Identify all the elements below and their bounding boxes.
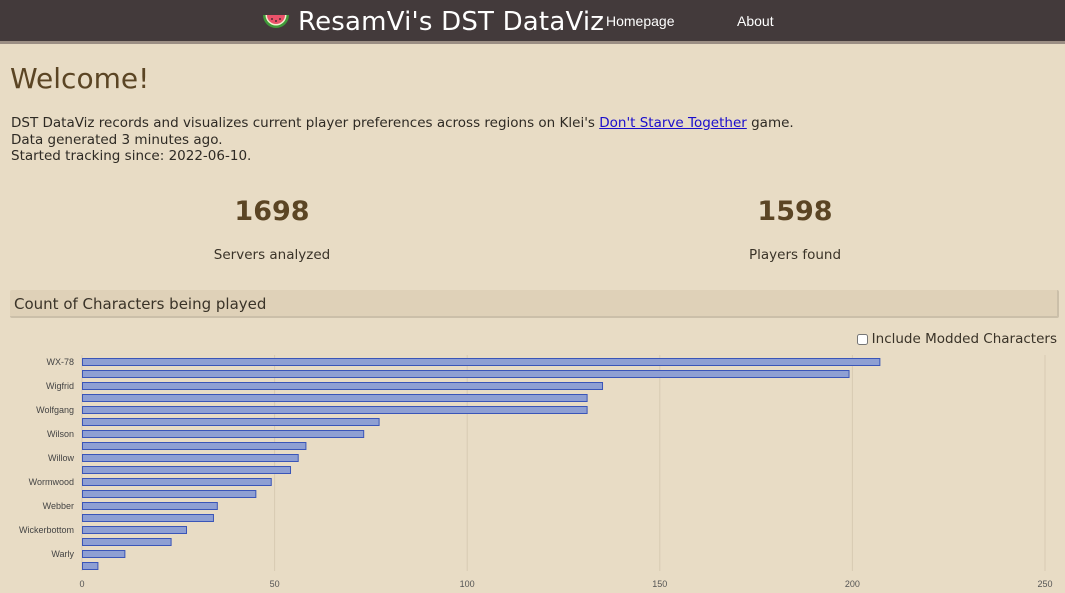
tracking-since-text: Started tracking since: 2022-06-10. [11, 148, 252, 164]
x-tick-label: 50 [270, 579, 280, 589]
bar [82, 466, 292, 474]
watermelon-icon [263, 15, 289, 28]
bar [82, 538, 172, 546]
players-count: 1598 [757, 196, 833, 227]
servers-label: Servers analyzed [213, 247, 331, 263]
y-tick-label: Webber [43, 501, 74, 511]
servers-count: 1698 [234, 196, 310, 227]
y-tick-label: Wormwood [29, 477, 74, 487]
dst-game-link[interactable]: Don't Starve Together [599, 115, 747, 131]
y-tick-label: Wilson [47, 429, 74, 439]
intro-text: DST DataViz records and visualizes curre… [11, 115, 794, 165]
bar [82, 502, 218, 510]
top-navbar: ResamVi's DST DataViz Homepage About [0, 0, 1065, 44]
x-tick-label: 0 [79, 579, 84, 589]
intro-text-part: DST DataViz records and visualizes curre… [11, 115, 600, 131]
bar [82, 490, 257, 498]
x-tick-label: 150 [652, 579, 667, 589]
y-tick-label: Wigfrid [46, 381, 74, 391]
data-generated-text: Data generated 3 minutes ago. [11, 131, 223, 148]
modded-characters-toggle[interactable]: Include Modded Characters [856, 331, 1057, 347]
bar [82, 370, 850, 378]
bar [82, 406, 588, 414]
x-tick-label: 100 [460, 579, 475, 589]
bar [82, 550, 126, 558]
bar [82, 442, 307, 450]
bar [82, 418, 380, 426]
bar [82, 454, 299, 462]
nav-about-link[interactable]: About [737, 13, 774, 29]
y-tick-label: Willow [48, 453, 74, 463]
bar [82, 358, 881, 366]
app-title: ResamVi's DST DataViz [298, 7, 605, 37]
bar [82, 526, 188, 534]
page-title: Welcome! [10, 62, 150, 95]
x-tick-label: 200 [845, 579, 860, 589]
intro-text-part: game. [746, 115, 794, 131]
brand[interactable]: ResamVi's DST DataViz [262, 0, 604, 44]
bar [82, 478, 272, 486]
bar [82, 430, 365, 438]
nav-homepage-link[interactable]: Homepage [606, 13, 675, 29]
bar [82, 514, 214, 522]
y-tick-label: Wickerbottom [19, 525, 74, 535]
characters-bar-chart: 0 50 100 150 200 250 WX-78 Wigfrid Wolfgang Wilso… [19, 355, 1053, 589]
y-tick-label: Wolfgang [36, 405, 74, 415]
section-title: Count of Characters being played [14, 295, 267, 313]
modded-characters-label: Include Modded Characters [871, 331, 1057, 347]
intro-line-1: DST DataViz records and visualizes curre… [11, 115, 794, 132]
section-header: Count of Characters being played [10, 290, 1059, 318]
bar [82, 394, 588, 402]
x-tick-label: 250 [1037, 579, 1052, 589]
modded-characters-checkbox[interactable] [856, 333, 868, 345]
y-tick-label: Warly [51, 549, 74, 559]
bar [82, 382, 604, 390]
players-label: Players found [748, 247, 842, 263]
bar [82, 562, 99, 570]
y-tick-label: WX-78 [46, 357, 74, 367]
